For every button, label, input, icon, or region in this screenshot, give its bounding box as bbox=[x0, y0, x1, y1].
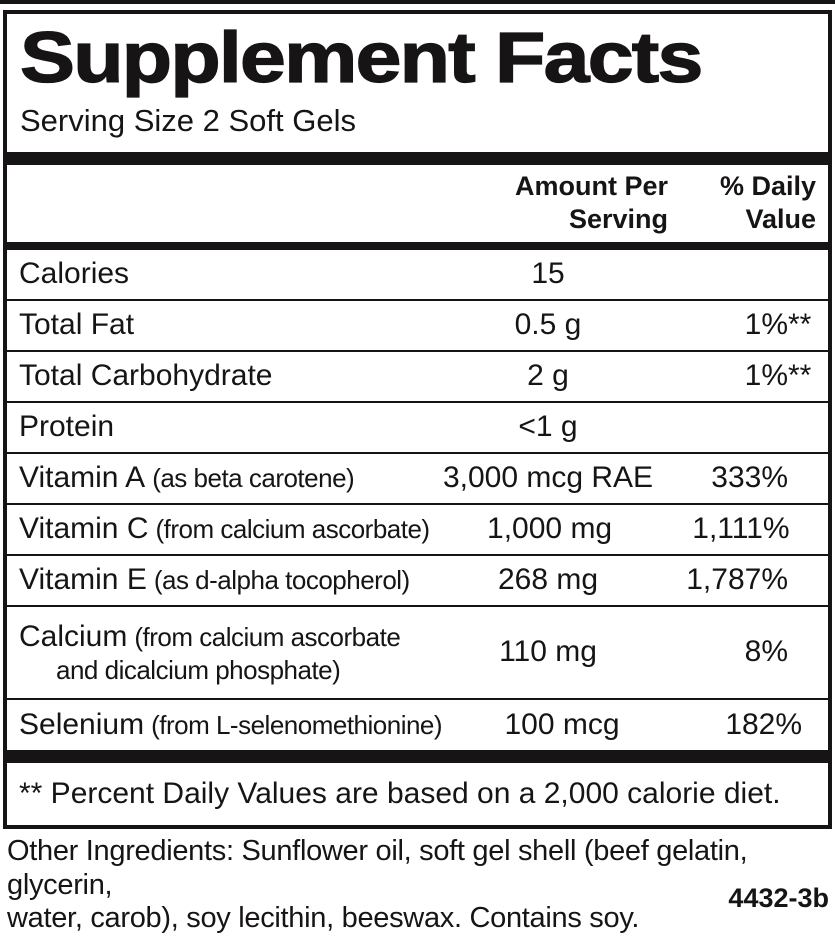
divider-thick bbox=[7, 151, 828, 165]
nutrient-name: Calories bbox=[19, 257, 130, 291]
daily-value bbox=[668, 257, 828, 291]
amount-value: 268 mg bbox=[497, 563, 599, 597]
serving-size: Serving Size 2 Soft Gels bbox=[20, 103, 356, 139]
nutrient-name: Protein bbox=[19, 410, 115, 444]
daily-value: 1%** bbox=[744, 359, 812, 393]
table-row-vitamin-a: Vitamin A (as beta carotene) 3,000 mcg RA… bbox=[7, 454, 828, 505]
daily-value: 1,787% bbox=[686, 563, 788, 597]
nutrient-name: Vitamin A (as beta carotene) bbox=[19, 461, 355, 495]
table-row-total-carbohydrate: Total Carbohydrate 2 g 1%** bbox=[7, 352, 828, 403]
daily-value: 8% bbox=[744, 635, 788, 669]
divider-thick-bottom bbox=[7, 749, 828, 763]
percent-daily-value-header: % Daily Value bbox=[719, 170, 816, 235]
amount-value: 15 bbox=[531, 257, 565, 291]
divider-medium bbox=[7, 241, 828, 250]
amount-per-serving-header: Amount Per Serving bbox=[514, 170, 668, 235]
table-row-calcium: Calcium (from calcium ascorbate and dical… bbox=[7, 607, 828, 700]
daily-value bbox=[668, 410, 828, 444]
daily-value: 1,111% bbox=[692, 512, 790, 546]
amount-value: 1,000 mg bbox=[487, 512, 613, 546]
table-row-selenium: Selenium (from L-selenomethionine) 100 mc… bbox=[7, 700, 828, 750]
nutrient-name: Calcium (from calcium ascorbate and dical… bbox=[19, 620, 401, 685]
nutrient-name: Vitamin C (from calcium ascorbate) bbox=[19, 512, 430, 546]
page-edge-strip bbox=[0, 0, 835, 4]
daily-value: 182% bbox=[725, 707, 803, 741]
amount-value: 110 mg bbox=[499, 635, 597, 669]
label-title: Supplement Facts bbox=[19, 18, 704, 98]
other-ingredients: Other Ingredients: Sunflower oil, soft g… bbox=[7, 835, 829, 936]
table-row-protein: Protein <1 g bbox=[7, 403, 828, 454]
product-code: 4432-3b bbox=[728, 883, 829, 913]
daily-value: 333% bbox=[711, 461, 788, 495]
table-row-total-fat: Total Fat 0.5 g 1%** bbox=[7, 301, 828, 352]
table-row-calories: Calories 15 bbox=[7, 250, 828, 301]
table-row-vitamin-e: Vitamin E (as d-alpha tocopherol) 268 mg … bbox=[7, 556, 828, 607]
nutrient-name: Selenium (from L-selenomethionine) bbox=[19, 707, 443, 741]
amount-value: 3,000 mcg RAE bbox=[442, 461, 654, 495]
nutrient-name: Vitamin E (as d-alpha tocopherol) bbox=[19, 563, 410, 597]
other-ingredients-line1: Other Ingredients: Sunflower oil, soft g… bbox=[7, 835, 748, 901]
supplement-facts-panel: Supplement Facts Serving Size 2 Soft Gel… bbox=[3, 10, 832, 829]
amount-value: 100 mcg bbox=[504, 707, 620, 741]
nutrient-name: Total Carbohydrate bbox=[19, 359, 273, 393]
other-ingredients-line2: water, carob), soy lecithin, beeswax. Co… bbox=[7, 902, 640, 935]
table-row-vitamin-c: Vitamin C (from calcium ascorbate) 1,000 … bbox=[7, 505, 828, 556]
nutrient-name: Total Fat bbox=[19, 308, 135, 342]
daily-value-footnote: ** Percent Daily Values are based on a 2… bbox=[19, 776, 781, 810]
amount-value: 0.5 g bbox=[514, 308, 582, 342]
amount-value: <1 g bbox=[518, 410, 578, 444]
daily-value: 1%** bbox=[744, 308, 812, 342]
amount-value: 2 g bbox=[527, 359, 569, 393]
table-header-row: Amount Per Serving % Daily Value bbox=[7, 165, 828, 242]
